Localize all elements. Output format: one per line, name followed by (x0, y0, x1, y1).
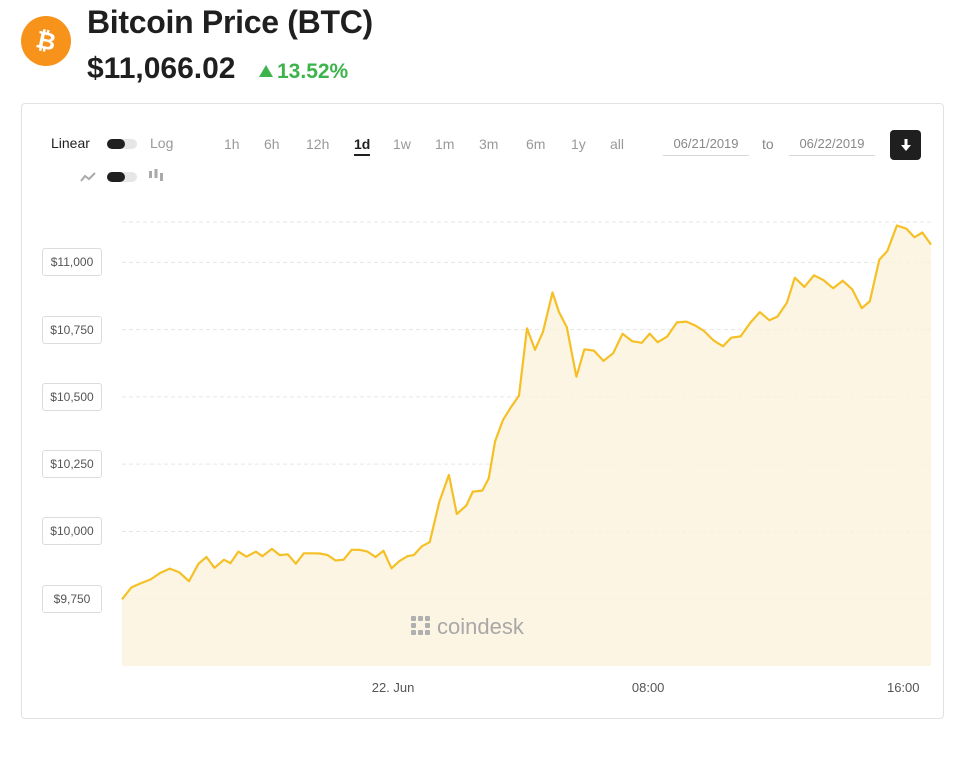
x-tick-label: 08:00 (632, 680, 665, 695)
chart-style-toggle[interactable] (107, 172, 137, 182)
y-tick-label: $10,500 (42, 382, 102, 411)
price-change: 13.52% (259, 60, 348, 84)
scale-linear-label[interactable]: Linear (51, 135, 90, 151)
current-price: $11,066.02 (87, 52, 236, 85)
x-tick-label: 16:00 (887, 680, 920, 695)
scale-toggle-knob (107, 139, 125, 149)
range-all[interactable]: all (610, 136, 625, 152)
date-from-input[interactable] (663, 131, 749, 156)
range-1m[interactable]: 1m (435, 136, 455, 152)
x-axis-ticks: 22. Jun 08:00 16:00 (372, 680, 920, 695)
download-icon (900, 139, 911, 151)
page-title: Bitcoin Price (BTC) (87, 4, 373, 40)
range-6m[interactable]: 6m (526, 136, 546, 152)
bitcoin-icon: ₿ (21, 16, 71, 66)
watermark-text: coindesk (437, 614, 525, 639)
chart-style-toggle-knob (107, 172, 125, 182)
range-12h[interactable]: 12h (306, 136, 330, 152)
date-to-input[interactable] (789, 131, 875, 156)
scale-toggle[interactable] (107, 139, 137, 149)
range-1h[interactable]: 1h (224, 136, 240, 152)
range-6h[interactable]: 6h (264, 136, 280, 152)
candlestick-icon[interactable] (148, 168, 164, 184)
up-arrow-icon (259, 65, 273, 77)
price-line (121, 224, 932, 600)
price-area-fill (122, 225, 931, 666)
range-1y[interactable]: 1y (571, 136, 586, 152)
y-tick-label: $10,250 (42, 450, 102, 479)
price-change-value: 13.52% (277, 60, 349, 83)
date-to-label: to (762, 136, 774, 152)
y-tick-label: $9,750 (42, 584, 102, 613)
coindesk-logo-icon (411, 616, 430, 635)
range-1w[interactable]: 1w (393, 136, 411, 152)
range-1d[interactable]: 1d (354, 136, 371, 156)
range-3m[interactable]: 3m (479, 136, 499, 152)
y-tick-label: $10,750 (42, 315, 102, 344)
bitcoin-glyph: ₿ (34, 26, 59, 56)
coindesk-watermark: coindesk (411, 614, 525, 639)
y-tick-label: $11,000 (42, 248, 102, 277)
y-tick-label: $10,000 (42, 517, 102, 546)
line-chart-icon[interactable] (80, 171, 96, 183)
scale-log-label[interactable]: Log (150, 135, 174, 151)
download-button[interactable] (890, 130, 921, 160)
x-tick-label: 22. Jun (372, 680, 415, 695)
